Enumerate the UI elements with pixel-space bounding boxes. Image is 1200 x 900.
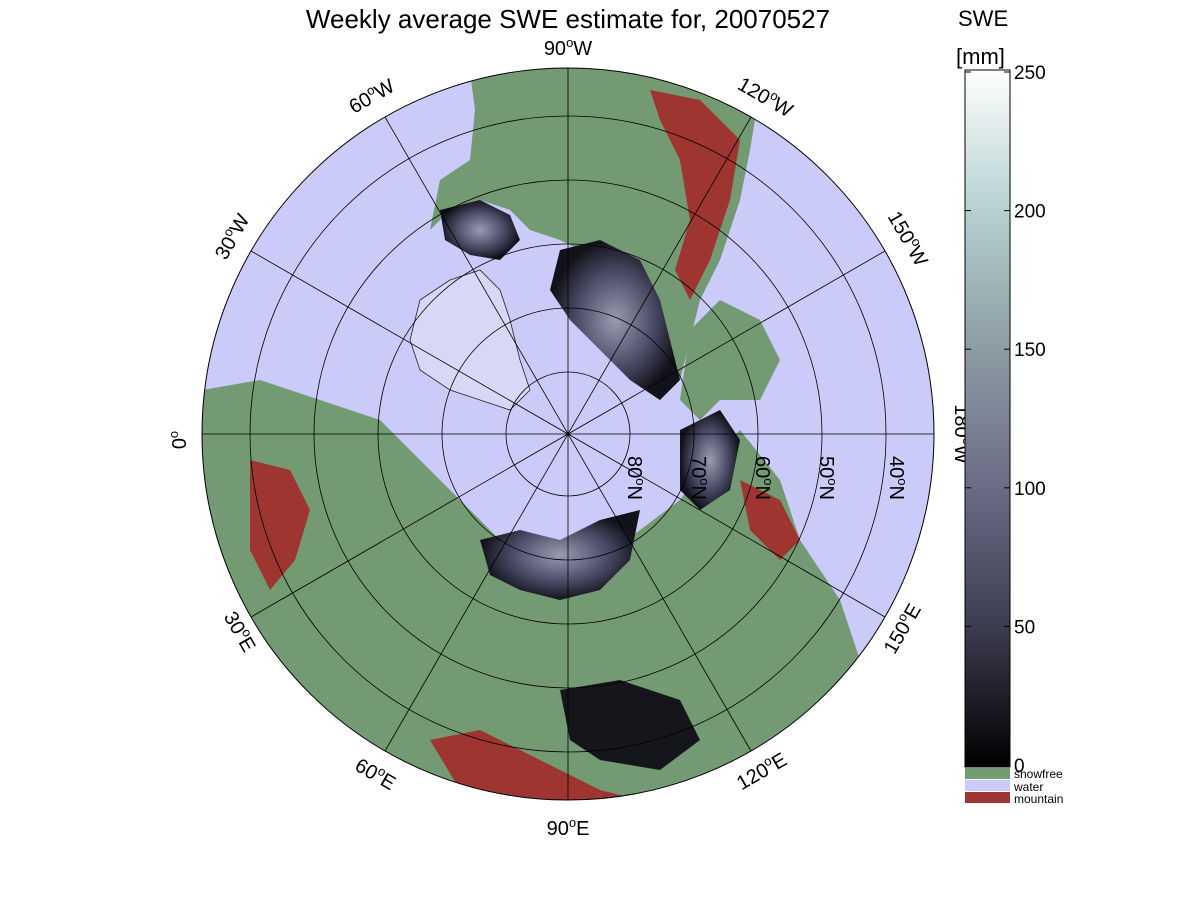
latitude-labels: 80oN 70oN 60oN 50oN 40oN	[623, 456, 910, 500]
colorbar-tick-label: 150	[1014, 340, 1046, 361]
colorbar-tick-label: 200	[1014, 202, 1046, 223]
mountain-scandinavia	[250, 460, 310, 590]
colorbar-gradient	[964, 69, 1011, 768]
legend-mountain-swatch	[965, 792, 1010, 803]
lon-label-0: 0o	[166, 431, 191, 449]
colorbar-tick-label: 50	[1014, 617, 1035, 638]
legend-water-label: water	[1013, 780, 1043, 794]
snow-hudson	[440, 200, 520, 260]
landmass-greenland	[409, 269, 531, 411]
legend-snowfree-swatch	[965, 768, 1010, 779]
lon-label-60e: 60oE	[351, 752, 401, 795]
colorbar-tick-label: 100	[1014, 479, 1046, 500]
snow-east-siberia	[680, 410, 740, 510]
lon-label-90e: 90oE	[547, 815, 590, 840]
map-border	[201, 67, 935, 801]
lon-label-90w: 90oW	[544, 35, 592, 60]
map-title: Weekly average SWE estimate for, 2007052…	[306, 4, 830, 34]
colorbar-title: SWE	[958, 6, 1008, 31]
landmass-alaska	[680, 300, 780, 420]
colorbar-unit: [mm]	[956, 44, 1005, 69]
legend-water-swatch	[965, 780, 1010, 791]
colorbar-tick-label: 250	[1014, 63, 1046, 84]
colorbar-tick-label: 0	[1014, 756, 1025, 777]
lat-label-80: 80oN	[623, 456, 648, 500]
lat-label-70: 70oN	[687, 456, 712, 500]
mountain-east-asia	[740, 480, 800, 560]
lat-label-50: 50oN	[815, 456, 840, 500]
longitude-grid	[202, 68, 934, 800]
lat-label-40: 40oN	[885, 456, 910, 500]
polar-map	[202, 68, 934, 800]
lon-label-60w: 60oW	[344, 73, 398, 119]
lon-label-30w: 30oW	[209, 209, 255, 263]
legend-mountain-label: mountain	[1014, 792, 1063, 806]
snow-siberia	[480, 510, 640, 600]
colorbar-ticks: 250 200 150 100 50 0	[965, 63, 1046, 777]
snow-canadian-archipelago	[550, 240, 680, 400]
mountain-rockies	[650, 90, 740, 300]
snow-tibet	[560, 680, 700, 770]
lat-label-60: 60oN	[751, 456, 776, 500]
legend-snowfree-label: snowfree	[1014, 767, 1063, 781]
